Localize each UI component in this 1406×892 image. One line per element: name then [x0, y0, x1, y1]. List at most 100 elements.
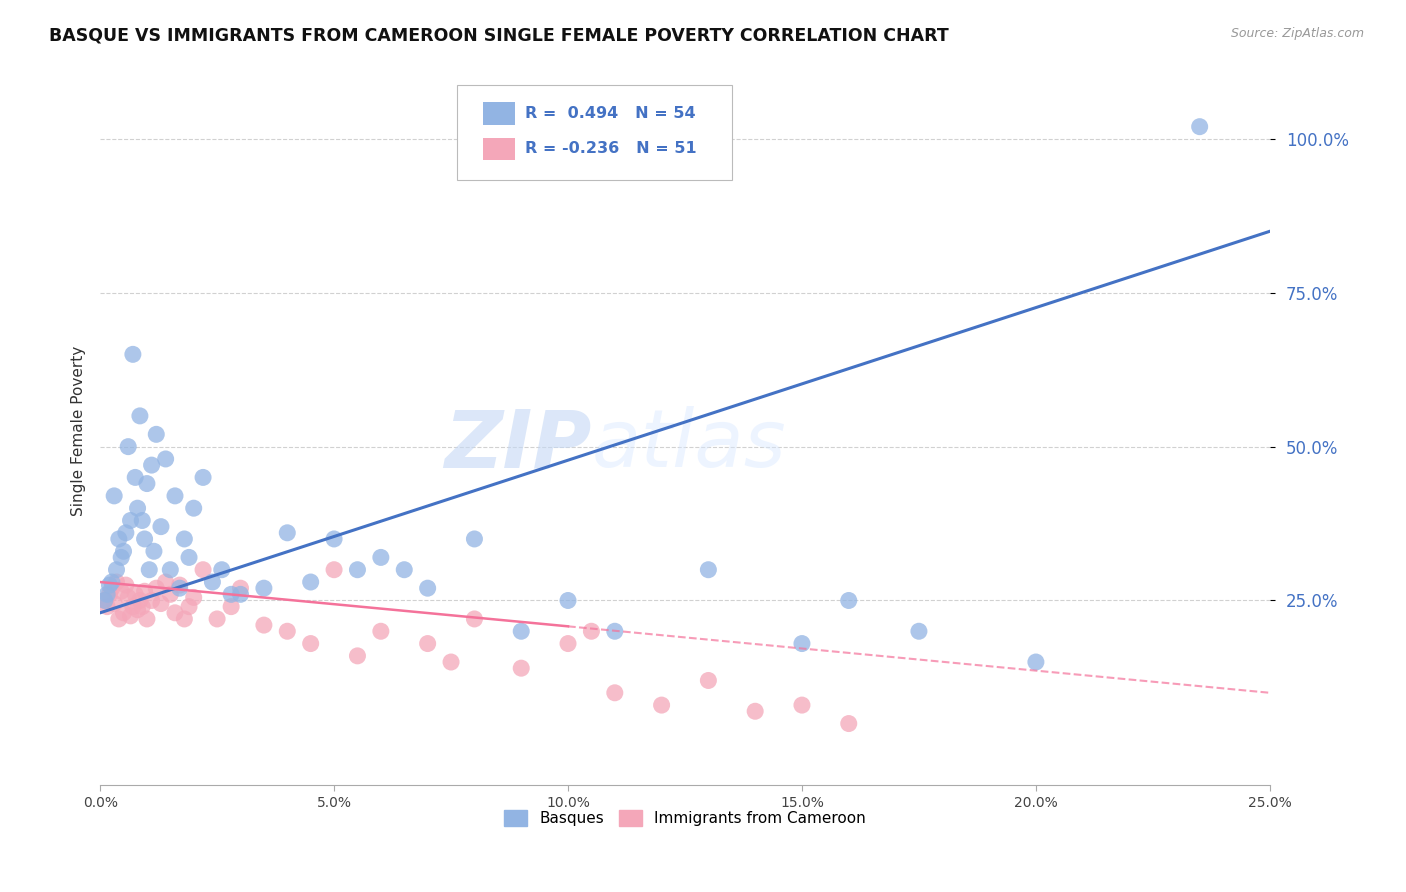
- Point: [122, 599, 145, 614]
- Point: [299, 636, 322, 650]
- Point: [98, 587, 121, 601]
- Point: [697, 563, 720, 577]
- Point: [142, 544, 165, 558]
- Point: [211, 563, 233, 577]
- Point: [557, 636, 579, 650]
- Point: [169, 578, 191, 592]
- Point: [219, 587, 242, 601]
- Point: [651, 698, 673, 712]
- Point: [276, 624, 298, 639]
- Point: [120, 514, 142, 528]
- Text: R =  0.494   N = 54: R = 0.494 N = 54: [524, 106, 696, 121]
- Point: [416, 636, 439, 650]
- Point: [169, 581, 191, 595]
- FancyBboxPatch shape: [482, 103, 516, 125]
- Point: [155, 452, 177, 467]
- Point: [115, 578, 138, 592]
- Point: [790, 698, 813, 712]
- Point: [101, 581, 124, 595]
- Point: [135, 476, 157, 491]
- Point: [173, 612, 195, 626]
- Point: [112, 606, 135, 620]
- Point: [105, 563, 128, 577]
- Point: [112, 544, 135, 558]
- Y-axis label: Single Female Poverty: Single Female Poverty: [72, 346, 86, 516]
- Point: [141, 458, 163, 472]
- Point: [463, 612, 485, 626]
- Point: [370, 550, 392, 565]
- Legend: Basques, Immigrants from Cameroon: Basques, Immigrants from Cameroon: [496, 803, 873, 834]
- Point: [96, 587, 118, 601]
- Point: [201, 574, 224, 589]
- Point: [94, 593, 117, 607]
- Point: [253, 581, 276, 595]
- Point: [177, 599, 200, 614]
- Point: [744, 704, 766, 718]
- Point: [134, 532, 156, 546]
- Point: [183, 591, 205, 605]
- Point: [124, 587, 146, 601]
- Point: [463, 532, 485, 546]
- Point: [108, 532, 131, 546]
- Point: [299, 574, 322, 589]
- Point: [94, 593, 117, 607]
- Text: BASQUE VS IMMIGRANTS FROM CAMEROON SINGLE FEMALE POVERTY CORRELATION CHART: BASQUE VS IMMIGRANTS FROM CAMEROON SINGL…: [49, 27, 949, 45]
- Point: [96, 599, 118, 614]
- Point: [149, 519, 172, 533]
- Point: [603, 686, 626, 700]
- Point: [908, 624, 931, 639]
- Point: [510, 661, 533, 675]
- Point: [129, 593, 152, 607]
- Point: [101, 574, 124, 589]
- Point: [229, 581, 252, 595]
- Point: [108, 612, 131, 626]
- Point: [346, 648, 368, 663]
- Point: [124, 470, 146, 484]
- Point: [131, 599, 153, 614]
- Point: [145, 427, 167, 442]
- Point: [191, 470, 214, 484]
- Point: [103, 489, 125, 503]
- Point: [122, 347, 145, 361]
- Point: [103, 597, 125, 611]
- Point: [115, 525, 138, 540]
- Point: [229, 587, 252, 601]
- Point: [117, 440, 139, 454]
- Point: [838, 716, 860, 731]
- Point: [416, 581, 439, 595]
- Point: [205, 612, 228, 626]
- Point: [135, 612, 157, 626]
- Point: [370, 624, 392, 639]
- Point: [394, 563, 416, 577]
- Point: [603, 624, 626, 639]
- Point: [127, 603, 149, 617]
- Point: [253, 618, 276, 632]
- Point: [105, 574, 128, 589]
- Point: [149, 597, 172, 611]
- FancyBboxPatch shape: [457, 85, 731, 180]
- Point: [276, 525, 298, 540]
- Point: [131, 514, 153, 528]
- Point: [557, 593, 579, 607]
- Point: [110, 550, 132, 565]
- Text: Source: ZipAtlas.com: Source: ZipAtlas.com: [1230, 27, 1364, 40]
- Point: [1188, 120, 1211, 134]
- Point: [697, 673, 720, 688]
- FancyBboxPatch shape: [482, 137, 516, 161]
- Point: [173, 532, 195, 546]
- Point: [323, 563, 346, 577]
- Point: [838, 593, 860, 607]
- Point: [346, 563, 368, 577]
- Point: [159, 587, 181, 601]
- Point: [1025, 655, 1047, 669]
- Point: [510, 624, 533, 639]
- Point: [134, 584, 156, 599]
- Point: [177, 550, 200, 565]
- Point: [141, 593, 163, 607]
- Point: [127, 501, 149, 516]
- Point: [155, 574, 177, 589]
- Point: [163, 489, 186, 503]
- Text: R = -0.236   N = 51: R = -0.236 N = 51: [524, 142, 696, 156]
- Point: [159, 563, 181, 577]
- Point: [790, 636, 813, 650]
